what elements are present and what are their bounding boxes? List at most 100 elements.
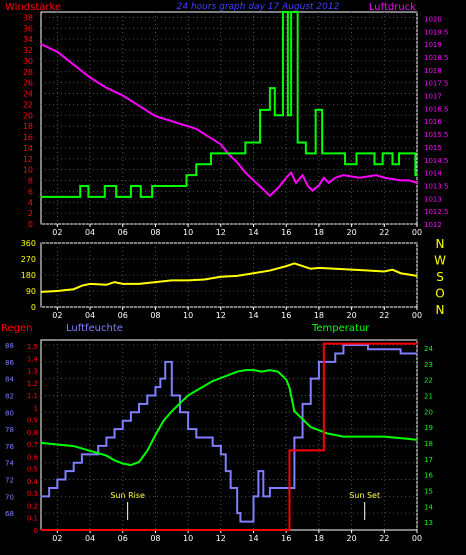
data-point (321, 449, 323, 451)
data-point (315, 109, 317, 111)
data-point (367, 348, 369, 350)
data-point (334, 352, 336, 355)
data-point (40, 495, 42, 497)
data-point (391, 269, 394, 271)
data-point (87, 196, 90, 198)
data-point (105, 87, 107, 89)
data-point (398, 152, 400, 154)
data-point (310, 426, 312, 428)
data-point (351, 175, 353, 178)
x-tick-label: 08 (150, 311, 160, 320)
humidity-tick-label: 86 (5, 359, 14, 367)
data-point (252, 369, 255, 371)
data-point (252, 179, 255, 181)
data-point (171, 410, 173, 412)
data-point (56, 478, 58, 481)
x-tick-label: 12 (216, 534, 226, 543)
data-point (203, 385, 206, 387)
rain-tick-label: 0.8 (27, 429, 38, 437)
data-point (105, 284, 107, 286)
temperature-axis-label: Temperatur (311, 323, 370, 334)
left-tick-label: 4 (28, 198, 33, 207)
data-point (318, 361, 320, 363)
right-tick-label: 1016 (424, 118, 442, 126)
left-tick-label: 34 (23, 35, 33, 44)
header-right-label: Luftdruck (369, 2, 416, 13)
humidity-tick-label: 72 (5, 477, 14, 485)
humidity-axis-label: Luftfeuchte (66, 323, 123, 334)
left-tick-label: 360 (21, 239, 36, 248)
left-tick-label: 28 (23, 68, 33, 77)
data-point (138, 403, 140, 405)
x-tick-label: 04 (85, 311, 95, 320)
right-tick-label: 1020 (424, 15, 442, 23)
data-point (285, 378, 287, 381)
data-point (252, 495, 255, 497)
left-tick-label: 30 (23, 57, 33, 66)
data-point (239, 520, 242, 523)
data-point (228, 374, 230, 376)
data-point (261, 371, 263, 373)
humidity-tick-label: 88 (5, 342, 14, 350)
data-point (287, 114, 289, 116)
data-point (138, 105, 140, 107)
data-point (130, 411, 132, 413)
annotation-label: Sun Rise (110, 491, 145, 500)
data-point (171, 279, 173, 281)
data-point (334, 177, 336, 179)
compass-label: N (436, 237, 445, 251)
x-tick-label: 02 (52, 228, 62, 237)
data-point (40, 43, 42, 45)
data-point (351, 269, 353, 271)
data-point (73, 462, 75, 464)
data-point (383, 270, 385, 273)
data-point (212, 445, 214, 447)
data-point (187, 394, 189, 397)
data-point (230, 487, 232, 489)
data-point (73, 445, 75, 447)
left-tick-label: 90 (26, 287, 36, 296)
data-point (203, 278, 206, 281)
right-tick-label: 1015.5 (424, 131, 449, 139)
data-point (277, 187, 279, 189)
data-point (293, 410, 295, 412)
data-point (187, 279, 189, 281)
humidity-tick-label: 68 (5, 510, 14, 518)
temperature-tick-label: 22 (424, 377, 433, 385)
data-point (416, 439, 418, 441)
right-tick-label: 1017.5 (424, 80, 449, 88)
left-tick-label: 26 (23, 79, 33, 88)
compass-label: N (436, 303, 445, 317)
data-point (323, 177, 325, 179)
data-point (285, 177, 287, 179)
data-point (195, 128, 197, 130)
data-point (318, 184, 320, 187)
data-point (122, 462, 124, 465)
data-point (310, 378, 312, 380)
x-tick-label: 22 (379, 534, 389, 543)
data-point (113, 428, 116, 430)
x-tick-label: 10 (183, 534, 193, 543)
data-point (400, 272, 402, 274)
data-point (293, 262, 295, 265)
humidity-tick-label: 76 (5, 443, 14, 451)
data-point (244, 141, 246, 144)
data-point (328, 182, 330, 184)
right-tick-label: 1018.5 (424, 54, 449, 62)
x-tick-label: 22 (379, 311, 389, 320)
temperature-tick-label: 15 (424, 487, 433, 495)
left-tick-label: 270 (21, 255, 36, 264)
x-tick-label: 10 (183, 311, 193, 320)
data-point (334, 434, 336, 436)
data-point (373, 163, 376, 165)
left-tick-label: 8 (28, 177, 33, 186)
temperature-tick-label: 17 (424, 456, 433, 464)
data-point (391, 163, 394, 165)
left-tick-label: 38 (23, 13, 33, 22)
data-point (400, 352, 402, 355)
data-point (223, 152, 225, 154)
x-tick-label: 14 (248, 534, 258, 543)
right-tick-label: 1019 (424, 41, 442, 49)
left-tick-label: 10 (23, 166, 33, 175)
x-tick-label: 00 (412, 228, 422, 237)
